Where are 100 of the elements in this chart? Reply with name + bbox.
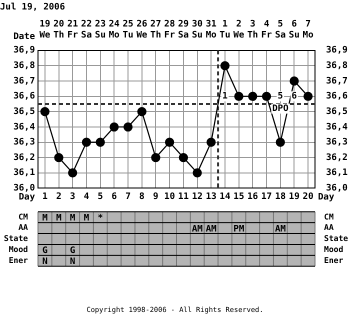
x-tick-label: 2 xyxy=(56,192,62,202)
x2-tick-label: 25 Tu xyxy=(122,20,134,40)
x2-tick-label: 20 Th xyxy=(53,20,64,40)
y2-tick-label: AA xyxy=(324,223,334,232)
point xyxy=(290,76,299,86)
x-tick-label: 6 xyxy=(111,192,117,202)
y2-tick-label: 36,5 xyxy=(326,106,348,117)
x-tick-label: 12 xyxy=(192,192,203,202)
x2-axis-title: Date xyxy=(13,32,36,42)
text: M xyxy=(56,214,62,224)
x2-tick-label: 23 Su xyxy=(94,20,106,40)
x-tick-label: 4 xyxy=(84,192,90,202)
y2-tick-label: 36,0 xyxy=(326,184,348,194)
point xyxy=(137,107,146,116)
point xyxy=(82,138,92,147)
x-tick-label: 16 xyxy=(247,192,258,202)
x2-tick-label: 6 Su xyxy=(288,20,300,40)
x2-tick-label: 27 Th xyxy=(150,20,162,40)
x2-tick-label: 21 Fr xyxy=(67,20,79,40)
y-tick-label: 36,3 xyxy=(13,138,35,148)
annotation: 6 xyxy=(292,92,297,102)
y-tick-label: 36,5 xyxy=(13,106,35,117)
y-tick-label: 36,6 xyxy=(13,92,35,102)
y2-tick-label: 36,8 xyxy=(326,61,348,72)
text: M xyxy=(42,214,48,224)
point xyxy=(110,122,119,132)
y2-tick-label: State xyxy=(324,234,348,244)
y2-tick-label: Ener xyxy=(324,256,344,265)
point xyxy=(220,61,230,70)
y2-tick-label: 36,6 xyxy=(326,92,348,102)
x2-tick-label: 29 Sa xyxy=(178,20,189,40)
text: N xyxy=(70,257,76,268)
text: Day xyxy=(18,192,35,203)
y-tick-label: 36,9 xyxy=(13,46,35,56)
text: * xyxy=(98,214,104,224)
x-tick-label: 11 xyxy=(178,192,189,202)
annotation: 5 xyxy=(278,92,284,102)
x-tick-label: 8 xyxy=(139,192,145,202)
y-tick-label: State xyxy=(4,234,28,244)
point xyxy=(262,92,272,101)
x2-tick-label: 28 Fr xyxy=(164,20,176,40)
point xyxy=(40,107,50,116)
point xyxy=(68,168,78,178)
y-tick-label: CM xyxy=(18,212,28,222)
y2-tick-label: 36,2 xyxy=(326,152,348,163)
x-tick-label: 17 xyxy=(261,192,272,202)
point xyxy=(151,152,160,162)
x2-tick-label: 24 Mo xyxy=(108,20,120,40)
x-tick-label: 19 xyxy=(288,192,300,202)
x2-tick-label: 19 We xyxy=(40,20,51,40)
annotation: 1 xyxy=(222,92,228,102)
y-tick-label: 36,8 xyxy=(13,61,35,72)
x2-tick-label: 2 We xyxy=(233,20,245,40)
y-tick-label: 36,0 xyxy=(13,184,35,194)
x2-tick-label: 4 Fr xyxy=(261,20,273,40)
x-tick-label: 14 xyxy=(220,192,231,202)
point xyxy=(164,138,174,147)
point xyxy=(192,168,202,178)
x2-tick-label: 31 Mo xyxy=(206,20,217,40)
x2-tick-label: 22 Sa xyxy=(81,20,92,40)
x-tick-label: 1 xyxy=(42,192,48,202)
y-tick-label: 36,4 xyxy=(13,122,36,132)
y-tick-label: 36,7 xyxy=(13,76,35,86)
x-tick-label: 7 xyxy=(125,192,131,202)
y2-tick-label: 36,1 xyxy=(326,168,348,178)
x-tick-label: 3 xyxy=(70,192,76,202)
text: N xyxy=(42,257,48,268)
point xyxy=(178,152,188,162)
x-tick-label: 18 xyxy=(274,192,286,202)
y2-tick-label: 36,7 xyxy=(326,76,348,86)
text: G xyxy=(70,246,76,256)
text: M xyxy=(70,214,76,224)
x2-tick-label: 3 Th xyxy=(247,20,258,40)
x-tick-label: 15 xyxy=(233,192,244,202)
x-tick-label: 20 xyxy=(302,192,314,202)
chart-title: Jul 19, 2006 xyxy=(0,2,66,13)
y-tick-label: AA xyxy=(18,223,28,232)
x2-tick-label: 26 We xyxy=(136,20,148,40)
y2-tick-label: 36,4 xyxy=(326,122,348,132)
text: AM xyxy=(206,224,217,234)
x2-tick-label: 5 Sa xyxy=(274,20,286,40)
x2-tick-label: 1 Tu xyxy=(220,20,230,40)
y-tick-label: 36,1 xyxy=(13,168,35,178)
y2-tick-label: 36,9 xyxy=(326,46,348,56)
x-tick-label: 10 xyxy=(164,192,175,202)
y-tick-label: Mood xyxy=(8,244,28,254)
point xyxy=(123,122,133,132)
text: AM xyxy=(192,224,203,234)
y2-tick-label: CM xyxy=(324,212,334,222)
point xyxy=(248,92,258,101)
y-tick-label: 36,2 xyxy=(13,152,35,163)
x-tick-label: 5 xyxy=(98,192,104,202)
point xyxy=(206,138,216,147)
y2-tick-label: 36,3 xyxy=(326,138,348,148)
text: G xyxy=(42,246,48,256)
point xyxy=(276,138,285,147)
x2-tick-label: 7 Mo xyxy=(302,20,314,40)
point xyxy=(54,152,64,162)
x-axis-title: Day xyxy=(318,192,335,203)
y-tick-label: Ener xyxy=(8,256,28,265)
